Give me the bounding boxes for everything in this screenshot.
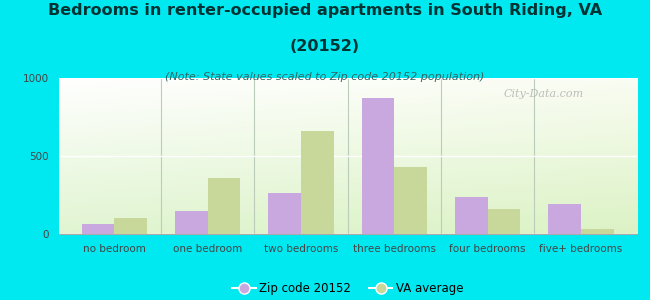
Bar: [301, 131, 333, 234]
Bar: [175, 211, 208, 234]
Bar: [488, 209, 521, 234]
Bar: [455, 196, 488, 234]
Bar: [268, 193, 301, 234]
Text: (20152): (20152): [290, 39, 360, 54]
Bar: [581, 229, 614, 234]
Bar: [549, 204, 581, 234]
Text: Bedrooms in renter-occupied apartments in South Riding, VA: Bedrooms in renter-occupied apartments i…: [48, 3, 602, 18]
Bar: [208, 178, 240, 234]
Bar: [82, 224, 114, 234]
Bar: [395, 167, 427, 234]
Bar: [362, 98, 395, 234]
Legend: Zip code 20152, VA average: Zip code 20152, VA average: [227, 278, 468, 300]
Text: (Note: State values scaled to Zip code 20152 population): (Note: State values scaled to Zip code 2…: [165, 72, 485, 82]
Bar: [114, 218, 147, 234]
Text: City-Data.com: City-Data.com: [504, 89, 584, 99]
